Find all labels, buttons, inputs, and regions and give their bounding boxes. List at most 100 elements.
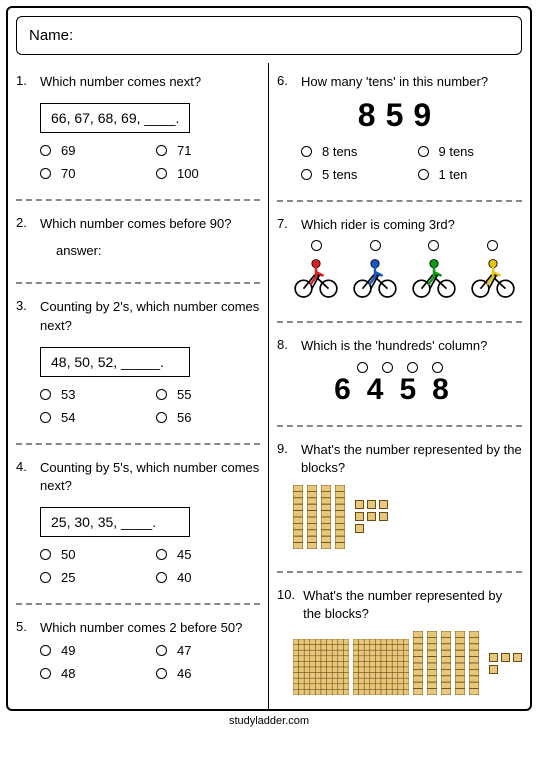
option[interactable]: 9 tens	[418, 144, 523, 159]
option[interactable]: 54	[40, 410, 144, 425]
sequence-box: 25, 30, 35, ____.	[40, 507, 190, 537]
radio-icon	[311, 240, 322, 251]
option[interactable]: 53	[40, 387, 144, 402]
one-block-icon	[379, 500, 388, 509]
riders-row	[287, 240, 522, 299]
one-block-icon	[367, 512, 376, 521]
radio-icon	[156, 645, 167, 656]
separator	[277, 321, 522, 323]
radio-icon	[40, 572, 51, 583]
q-text: Counting by 2's, which number comes next…	[40, 298, 260, 334]
radio-icon	[301, 146, 312, 157]
option[interactable]: 50	[40, 547, 144, 562]
one-block-icon	[355, 512, 364, 521]
ten-block-icon	[441, 631, 451, 695]
option[interactable]: 8 tens	[301, 144, 406, 159]
ten-block-icon	[413, 631, 423, 695]
name-field[interactable]: Name:	[16, 16, 522, 55]
ones-group	[489, 653, 522, 674]
option[interactable]: 25	[40, 570, 144, 585]
q-text: Which number comes before 90?	[40, 215, 260, 233]
radio-icon[interactable]	[382, 362, 393, 373]
radio-icon	[428, 240, 439, 251]
ten-block-icon	[307, 485, 317, 549]
options: 69 71 70 100	[40, 143, 260, 181]
option[interactable]: 55	[156, 387, 260, 402]
one-block-icon	[513, 653, 522, 662]
ten-block-icon	[293, 485, 303, 549]
q-text: Which rider is coming 3rd?	[301, 216, 522, 234]
q-text: What's the number represented by the blo…	[301, 441, 522, 477]
one-block-icon	[355, 500, 364, 509]
radio-icon	[370, 240, 381, 251]
q-number: 6.	[277, 73, 293, 88]
option[interactable]: 40	[156, 570, 260, 585]
option[interactable]: 46	[156, 666, 260, 681]
radio-icon	[418, 169, 429, 180]
q1: 1. Which number comes next? 66, 67, 68, …	[16, 67, 260, 191]
option[interactable]: 100	[156, 166, 260, 181]
option[interactable]: 70	[40, 166, 144, 181]
bicycle-icon	[409, 255, 459, 299]
one-block-icon	[489, 665, 498, 674]
radio-icon	[40, 168, 51, 179]
option[interactable]: 56	[156, 410, 260, 425]
option[interactable]: 69	[40, 143, 144, 158]
radio-icon[interactable]	[407, 362, 418, 373]
blocks-display	[293, 631, 522, 695]
radio-icon	[40, 412, 51, 423]
q-number: 9.	[277, 441, 293, 456]
q-text: How many 'tens' in this number?	[301, 73, 522, 91]
q9: 9. What's the number represented by the …	[277, 435, 522, 563]
separator	[277, 571, 522, 573]
rider-option[interactable]	[409, 240, 459, 299]
separator	[277, 200, 522, 202]
big-number: 859	[277, 97, 522, 134]
one-block-icon	[489, 653, 498, 662]
option[interactable]: 45	[156, 547, 260, 562]
q3: 3. Counting by 2's, which number comes n…	[16, 292, 260, 434]
footer: studyladder.com	[0, 715, 538, 731]
radio-icon	[418, 146, 429, 157]
one-block-icon	[367, 500, 376, 509]
separator	[16, 282, 260, 284]
one-block-icon	[379, 512, 388, 521]
option[interactable]: 47	[156, 643, 260, 658]
name-label: Name:	[29, 27, 73, 44]
q5: 5. Which number comes 2 before 50? 49 47…	[16, 613, 260, 691]
answer-label: answer:	[56, 243, 260, 258]
radio-icon	[40, 389, 51, 400]
separator	[16, 199, 260, 201]
bicycle-icon	[350, 255, 400, 299]
q-text: Counting by 5's, which number comes next…	[40, 459, 260, 495]
option[interactable]: 1 ten	[418, 167, 523, 182]
blocks-display	[293, 485, 522, 549]
rider-option[interactable]	[350, 240, 400, 299]
option[interactable]: 49	[40, 643, 144, 658]
separator	[277, 425, 522, 427]
radio-icon	[156, 572, 167, 583]
radio-icon	[301, 169, 312, 180]
hundred-block-icon	[293, 639, 349, 695]
radio-icon[interactable]	[432, 362, 443, 373]
q-number: 3.	[16, 298, 32, 313]
hundred-block-icon	[353, 639, 409, 695]
radio-icon	[40, 645, 51, 656]
q-number: 8.	[277, 337, 293, 352]
bicycle-icon	[291, 255, 341, 299]
rider-option[interactable]	[468, 240, 518, 299]
column-radios	[277, 362, 522, 373]
ten-block-icon	[469, 631, 479, 695]
q-number: 5.	[16, 619, 32, 634]
option[interactable]: 71	[156, 143, 260, 158]
q-text: Which is the 'hundreds' column?	[301, 337, 522, 355]
rider-option[interactable]	[291, 240, 341, 299]
radio-icon	[40, 668, 51, 679]
ones-group	[355, 500, 388, 533]
option[interactable]: 5 tens	[301, 167, 406, 182]
sequence-box: 66, 67, 68, 69, ____.	[40, 103, 190, 133]
option[interactable]: 48	[40, 666, 144, 681]
q-text: Which number comes next?	[40, 73, 260, 91]
radio-icon[interactable]	[357, 362, 368, 373]
q7: 7. Which rider is coming 3rd?	[277, 210, 522, 313]
